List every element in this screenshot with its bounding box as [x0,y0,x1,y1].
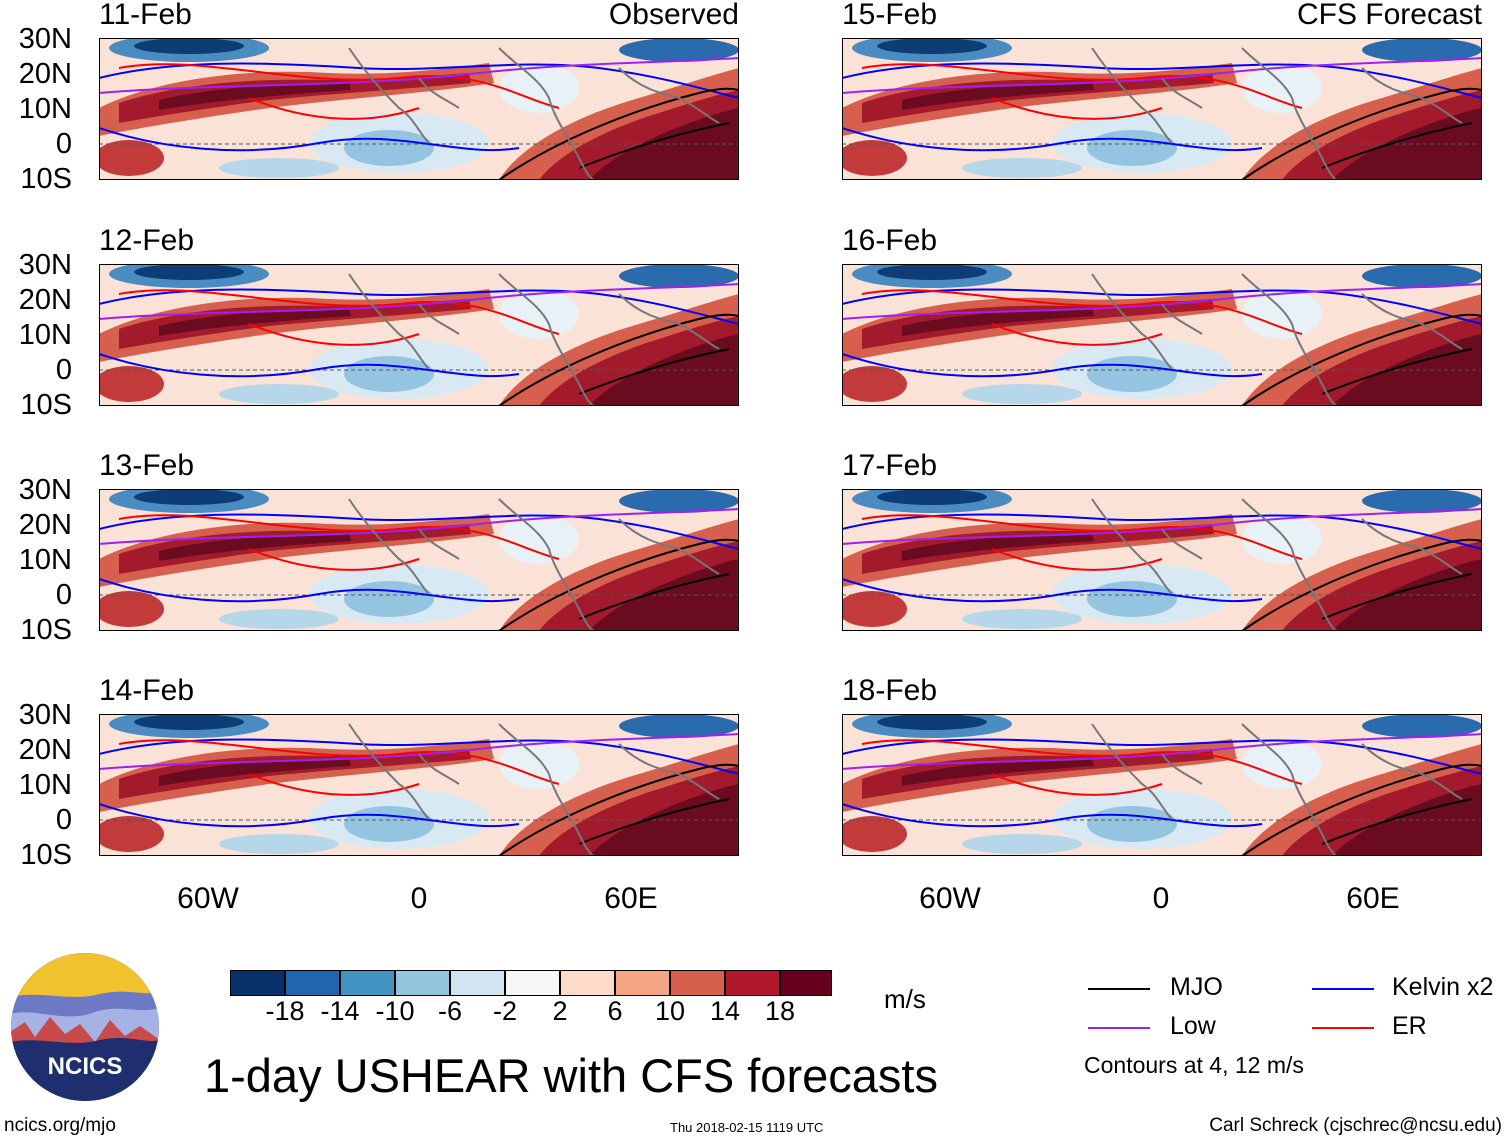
footer-credit: Carl Schreck (cjschrec@ncsu.edu) [1209,1115,1502,1136]
colorbar-box [780,970,832,996]
colorbar-box [670,970,725,996]
colorbar-box [725,970,780,996]
logo-text: NCICS [48,1053,123,1080]
legend-label-kelvin: Kelvin x2 [1392,973,1494,1001]
main-title: 1-day USHEAR with CFS forecasts [204,1049,938,1102]
lat-label: 30N [18,699,72,731]
lat-label: 0 [55,579,72,611]
map-panel: 11-Feb Observed [99,0,739,180]
lon-label: 0 [410,882,428,915]
panel-date: 12-Feb [99,224,195,257]
map-panel: 17-Feb [842,449,1482,631]
colorbar-box [615,970,670,996]
legend-label-er: ER [1392,1012,1427,1040]
shear-field-map [842,264,1482,406]
lat-label: 0 [55,804,72,836]
lat-label: 0 [55,354,72,386]
legend-line-kelvin [1312,988,1374,990]
lat-label: 20N [18,509,72,541]
lat-label: 20N [18,284,72,316]
colorbar-label: 18 [764,996,796,1026]
footer-timestamp: Thu 2018-02-15 1119 UTC [670,1120,824,1135]
ncics-logo: NCICS [11,953,159,1101]
colorbar-label: 6 [607,996,623,1026]
lat-label: 10N [18,544,72,576]
lat-label: 20N [18,734,72,766]
colorbar-label: 10 [654,996,686,1026]
colorbar-box [285,970,340,996]
map-panel: 14-Feb [99,674,739,856]
shear-field-map [842,38,1482,180]
colorbar-box [340,970,395,996]
panel-date: 15-Feb [842,0,938,31]
map-panel: 13-Feb [99,449,739,631]
shear-field-map [842,489,1482,631]
map-panel: 15-Feb CFS Forecast [842,0,1482,180]
panel-date: 16-Feb [842,224,938,257]
lat-label: 30N [18,249,72,281]
colorbar-label: -2 [492,996,517,1026]
map-panel: 12-Feb [99,224,739,406]
colorbar-label: 14 [709,996,741,1026]
legend-label-mjo: MJO [1170,973,1223,1001]
lat-label: 10S [20,839,72,871]
panel-date: 18-Feb [842,674,938,707]
shear-field-map [842,714,1482,856]
colorbar-label: -18 [265,996,305,1026]
legend-label-low: Low [1170,1012,1216,1040]
lat-label: 0 [55,128,72,160]
colorbar-box [395,970,450,996]
panel-title: Observed [608,0,739,31]
colorbar-box [230,970,285,996]
colorbar-box [505,970,560,996]
lat-label: 10S [20,614,72,646]
colorbar-label: -14 [320,996,360,1026]
map-panel: 16-Feb [842,224,1482,406]
legend-line-low [1088,1027,1150,1029]
lat-label: 10S [20,389,72,421]
panel-date: 11-Feb [99,0,192,31]
footer-url: ncics.org/mjo [4,1115,116,1136]
legend-line-mjo [1088,988,1150,990]
panel-title: CFS Forecast [1296,0,1482,31]
lon-label: 60W [177,882,239,915]
shear-field-map [99,489,739,631]
colorbar-label: -6 [437,996,462,1026]
panel-date: 17-Feb [842,449,938,482]
colorbar-label: -10 [375,996,415,1026]
legend-line-er [1312,1027,1374,1029]
lon-label: 60W [919,882,981,915]
panel-date: 14-Feb [99,674,195,707]
lat-label: 30N [18,23,72,55]
colorbar-box [450,970,505,996]
colorbar-units: m/s [884,984,926,1014]
colorbar-box [560,970,615,996]
shear-field-map [99,264,739,406]
lat-label: 10N [18,319,72,351]
lat-label: 20N [18,58,72,90]
lat-label: 10S [20,163,72,195]
lon-label: 60E [1346,882,1400,915]
panel-date: 13-Feb [99,449,195,482]
shear-field-map [99,714,739,856]
shear-field-map [99,38,739,180]
lat-label: 30N [18,474,72,506]
colorbar-label: 2 [552,996,568,1026]
lon-label: 0 [1152,882,1170,915]
contours-note: Contours at 4, 12 m/s [1084,1052,1304,1078]
lon-label: 60E [604,882,658,915]
lat-label: 10N [18,93,72,125]
map-panel: 18-Feb [842,674,1482,856]
lat-label: 10N [18,769,72,801]
